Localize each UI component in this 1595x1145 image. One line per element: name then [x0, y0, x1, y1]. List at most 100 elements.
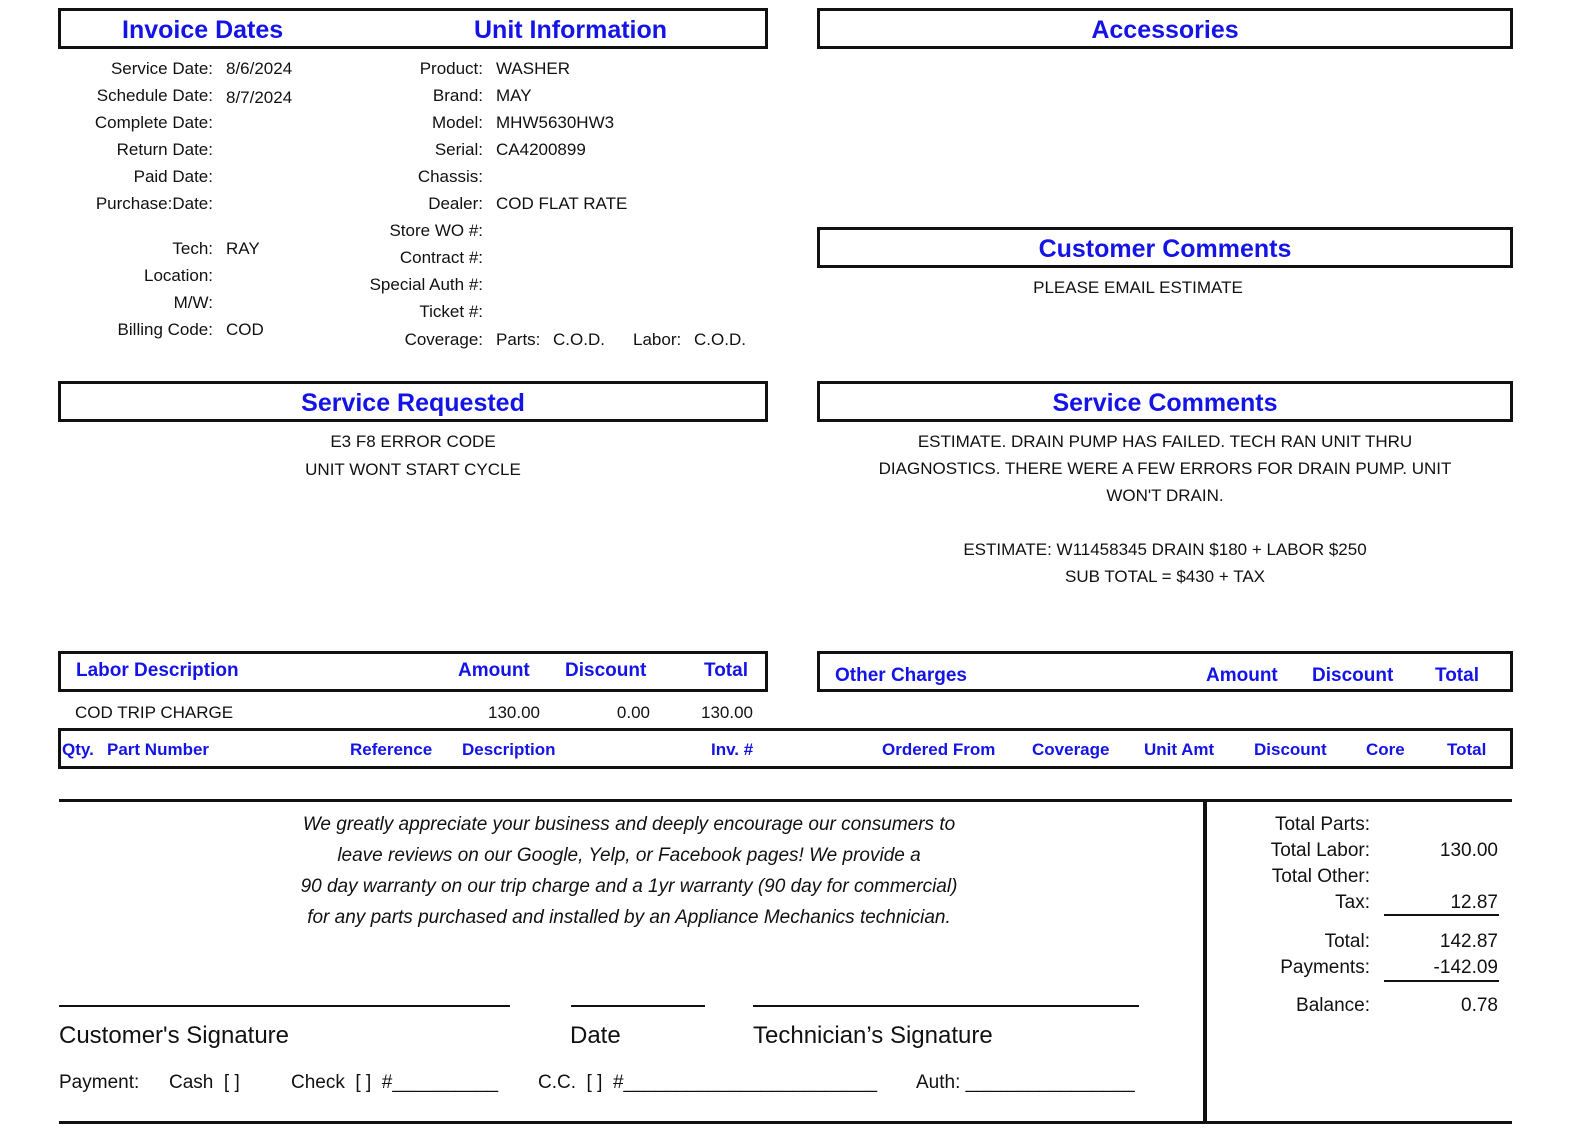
date-label: Date	[570, 1022, 621, 1049]
date-value: 8/6/2024	[226, 59, 293, 78]
totals-label: Total:	[1324, 931, 1370, 952]
date-label: Paid Date:	[133, 167, 213, 186]
payment-cash: Cash [ ]	[169, 1072, 240, 1093]
tech-signature-line	[753, 1005, 1139, 1007]
date-label: Complete Date:	[94, 113, 213, 132]
coverage-label: Coverage:	[404, 330, 483, 349]
service-comments-line: SUB TOTAL = $430 + TAX	[1064, 567, 1265, 586]
tech-info-label: Location:	[144, 266, 213, 285]
service-requested-heading: Service Requested	[301, 389, 525, 417]
date-value: 8/7/2024	[226, 88, 293, 107]
parts-core-header: Core	[1366, 740, 1405, 759]
parts-reference-header: Reference	[350, 740, 433, 759]
accessories-heading: Accessories	[1091, 16, 1239, 44]
parts-header-box	[58, 728, 1513, 769]
parts-qty-header: Qty.	[62, 740, 94, 759]
thank-you-message-line: leave reviews on our Google, Yelp, or Fa…	[337, 845, 921, 866]
unit-info-label: Serial:	[434, 140, 483, 159]
parts-description-header: Description	[462, 740, 556, 759]
service-comments-box	[817, 381, 1513, 422]
customer-comments-text: PLEASE EMAIL ESTIMATE	[1033, 278, 1243, 297]
unit-info-value: MHW5630HW3	[496, 113, 615, 132]
service-requested-line: UNIT WONT START CYCLE	[305, 460, 521, 479]
date-label: Purchase:Date:	[95, 194, 213, 213]
invoice-unit-header-box	[58, 8, 768, 49]
service-comments-line: ESTIMATE. DRAIN PUMP HAS FAILED. TECH RA…	[917, 432, 1413, 451]
tech-info-label: M/W:	[173, 293, 213, 312]
totals-value: 0.78	[1461, 995, 1498, 1016]
totals-label: Balance:	[1296, 995, 1370, 1016]
tech-info-label: Billing Code:	[117, 320, 213, 339]
totals-label: Total Other:	[1271, 866, 1370, 887]
parts-coverage-header: Coverage	[1032, 740, 1110, 759]
totals-value: 142.87	[1439, 931, 1498, 952]
payment-check: Check [ ] #__________	[291, 1072, 499, 1093]
invoice-dates-heading: Invoice Dates	[122, 16, 284, 44]
customer-signature-label: Customer's Signature	[59, 1022, 290, 1049]
labor-row-discount: 0.00	[616, 703, 650, 722]
other-total-header: Total	[1435, 665, 1479, 686]
tech-info-value: COD	[226, 320, 264, 339]
payment-label: Payment:	[59, 1072, 140, 1093]
customer-comments-heading: Customer Comments	[1038, 235, 1292, 263]
divider	[59, 799, 1512, 802]
labor-row-amount: 130.00	[488, 703, 540, 722]
service-comments-heading: Service Comments	[1052, 389, 1278, 417]
tech-info-label: Tech:	[172, 239, 213, 258]
parts-ordered-from-header: Ordered From	[882, 740, 996, 759]
date-line	[571, 1005, 705, 1007]
unit-info-value: CA4200899	[496, 140, 586, 159]
labor-row-description: COD TRIP CHARGE	[75, 703, 234, 722]
unit-info-label: Dealer:	[428, 194, 483, 213]
service-requested-box	[58, 381, 768, 422]
coverage-parts-label: Parts:	[496, 330, 541, 349]
date-label: Service Date:	[110, 59, 213, 78]
unit-info-label: Store WO #:	[389, 221, 483, 240]
coverage-labor-label: Labor:	[633, 330, 682, 349]
unit-info-label: Contract #:	[399, 248, 483, 267]
divider	[1203, 799, 1207, 1123]
unit-info-label: Brand:	[432, 86, 483, 105]
labor-header-box	[58, 651, 768, 692]
date-label: Schedule Date:	[96, 86, 213, 105]
coverage-parts-value: C.O.D.	[553, 330, 605, 349]
unit-info-label: Model:	[431, 113, 483, 132]
parts-part-number-header: Part Number	[107, 740, 210, 759]
totals-label: Total Parts:	[1274, 814, 1370, 835]
parts-total-header: Total	[1447, 740, 1487, 759]
totals-value: 130.00	[1439, 840, 1498, 861]
labor-description-header: Labor Description	[76, 660, 239, 681]
totals-value: -142.09	[1433, 957, 1498, 978]
thank-you-message-line: 90 day warranty on our trip charge and a…	[300, 876, 958, 897]
parts-unit-amt-header: Unit Amt	[1144, 740, 1215, 759]
customer-comments-box	[817, 227, 1513, 268]
labor-row-total: 130.00	[701, 703, 753, 722]
technician-signature-label: Technician’s Signature	[753, 1022, 993, 1049]
service-comments-line: WON'T DRAIN.	[1106, 486, 1224, 505]
labor-discount-header: Discount	[565, 660, 647, 681]
other-amount-header: Amount	[1206, 665, 1278, 686]
labor-total-header: Total	[704, 660, 748, 681]
totals-value: 12.87	[1450, 892, 1498, 913]
divider	[59, 1121, 1512, 1124]
tax-underline	[1384, 914, 1499, 916]
totals-label: Total Labor:	[1270, 840, 1370, 861]
payments-underline	[1384, 980, 1499, 982]
unit-info-label: Chassis:	[417, 167, 483, 186]
thank-you-message-line: for any parts purchased and installed by…	[307, 907, 951, 928]
labor-amount-header: Amount	[458, 660, 530, 681]
service-comments-line: ESTIMATE: W11458345 DRAIN $180 + LABOR $…	[963, 540, 1367, 559]
signature-line	[59, 1005, 510, 1007]
parts-discount-header: Discount	[1254, 740, 1327, 759]
unit-information-heading: Unit Information	[474, 16, 668, 44]
payment-cc: C.C. [ ] #________________________	[538, 1072, 878, 1093]
unit-info-label: Special Auth #:	[369, 275, 483, 294]
accessories-box	[817, 8, 1513, 49]
parts-inv-header: Inv. #	[711, 740, 754, 759]
other-discount-header: Discount	[1312, 665, 1394, 686]
unit-info-value: COD FLAT RATE	[496, 194, 628, 213]
unit-info-value: WASHER	[496, 59, 570, 78]
service-requested-line: E3 F8 ERROR CODE	[330, 432, 496, 451]
totals-label: Tax:	[1335, 892, 1370, 913]
other-charges-box	[817, 651, 1513, 692]
